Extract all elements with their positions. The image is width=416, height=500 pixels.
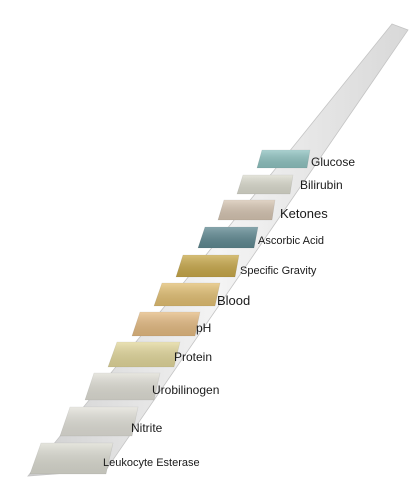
pad-label-ascorbic-acid: Ascorbic Acid — [258, 235, 325, 247]
pad-label-specific-gravity: Specific Gravity — [240, 265, 317, 277]
reagent-pad-shading — [30, 443, 113, 474]
reagent-pad-shading — [176, 255, 239, 277]
reagent-pad-shading — [85, 373, 160, 400]
reagent-pad-shading — [60, 407, 138, 436]
pad-label-blood: Blood — [217, 293, 251, 308]
reagent-pad-shading — [257, 150, 310, 168]
reagent-pad-shading — [132, 312, 200, 336]
reagent-pad-shading — [154, 283, 220, 306]
pad-label-ph: pH — [196, 321, 212, 335]
pad-label-glucose: Glucose — [311, 155, 356, 169]
pad-label-nitrite: Nitrite — [131, 421, 163, 435]
pad-label-protein: Protein — [174, 350, 213, 364]
reagent-pad-shading — [108, 342, 180, 367]
pad-label-ketones: Ketones — [280, 206, 328, 221]
pad-label-leukocyte-esterase: Leukocyte Esterase — [103, 457, 200, 469]
reagent-pad-shading — [237, 175, 293, 194]
reagent-pad-shading — [218, 200, 275, 220]
pad-label-urobilinogen: Urobilinogen — [152, 383, 220, 397]
pad-label-bilirubin: Bilirubin — [300, 178, 343, 192]
reagent-pad-shading — [198, 227, 258, 248]
